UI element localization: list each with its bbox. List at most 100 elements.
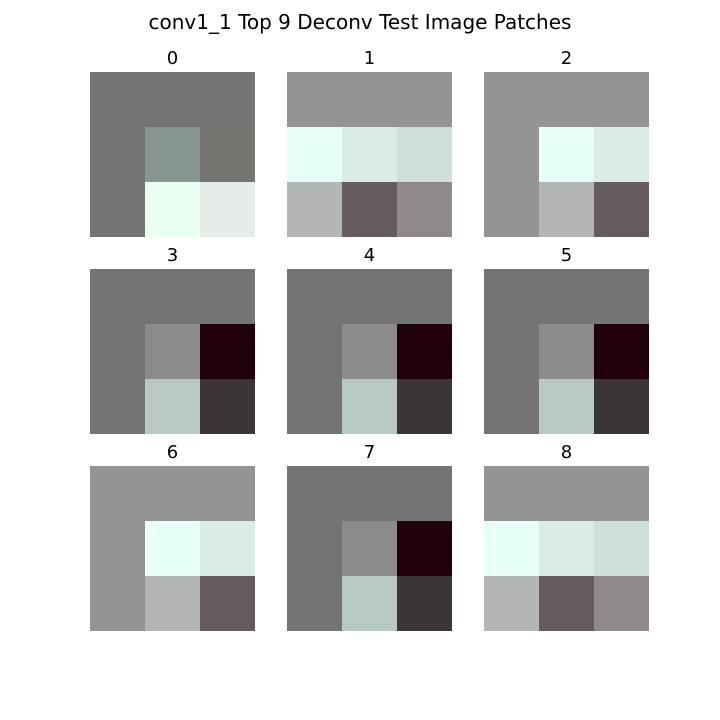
- patch-pixel: [90, 379, 146, 434]
- patch-pixel: [145, 182, 201, 237]
- patch-image: [484, 72, 649, 237]
- patch-pixel: [397, 127, 452, 183]
- patch-pixel: [484, 466, 540, 522]
- patch-title: 8: [560, 442, 573, 463]
- patch-pixel: [145, 576, 201, 631]
- patch-pixel: [484, 182, 540, 237]
- patch-pixel: [484, 72, 540, 128]
- patch-pixel: [145, 72, 201, 128]
- patch-pixel: [90, 521, 146, 577]
- patch-pixel: [342, 521, 398, 577]
- patch-pixel: [200, 72, 255, 128]
- patch-title: 7: [363, 442, 376, 463]
- patch-pixel: [397, 576, 452, 631]
- patch-title: 6: [166, 442, 179, 463]
- patch-pixel: [539, 466, 595, 522]
- patch-pixel: [145, 269, 201, 325]
- patch-image: [90, 466, 255, 631]
- patch-pixel: [342, 576, 398, 631]
- patch-svg: [287, 72, 452, 237]
- patch-svg: [484, 466, 649, 631]
- patch-svg: [287, 269, 452, 434]
- patch-pixel: [594, 379, 649, 434]
- patch-pixel: [90, 182, 146, 237]
- patch-svg: [90, 269, 255, 434]
- patch-pixel: [539, 127, 595, 183]
- patch-pixel: [287, 182, 343, 237]
- patch-pixel: [200, 521, 255, 577]
- patch-pixel: [397, 324, 452, 380]
- patch-pixel: [484, 521, 540, 577]
- patch-pixel: [539, 379, 595, 434]
- patch-pixel: [90, 576, 146, 631]
- patch-pixel: [594, 466, 649, 522]
- patch-pixel: [397, 269, 452, 325]
- patch-pixel: [594, 127, 649, 183]
- patch-pixel: [342, 182, 398, 237]
- patch-pixel: [287, 72, 343, 128]
- patch-pixel: [539, 72, 595, 128]
- patch-pixel: [594, 521, 649, 577]
- patch-pixel: [200, 127, 255, 183]
- patch-image: [287, 269, 452, 434]
- patch-svg: [287, 466, 452, 631]
- patch-pixel: [145, 324, 201, 380]
- patch-pixel: [594, 269, 649, 325]
- patch-pixel: [145, 521, 201, 577]
- patch-pixel: [90, 127, 146, 183]
- patch-pixel: [342, 72, 398, 128]
- patch-pixel: [200, 324, 255, 380]
- patch-pixel: [397, 182, 452, 237]
- patch-pixel: [397, 72, 452, 128]
- patch-svg: [90, 466, 255, 631]
- patch-pixel: [342, 127, 398, 183]
- patch-pixel: [287, 521, 343, 577]
- patch-pixel: [200, 269, 255, 325]
- patch-image: [90, 72, 255, 237]
- patch-svg: [484, 269, 649, 434]
- patch-svg: [90, 72, 255, 237]
- patch-title: 3: [166, 245, 179, 266]
- patch-pixel: [397, 466, 452, 522]
- patch-svg: [484, 72, 649, 237]
- patch-pixel: [539, 521, 595, 577]
- patch-pixel: [539, 324, 595, 380]
- patch-pixel: [397, 379, 452, 434]
- patch-pixel: [200, 576, 255, 631]
- patch-pixel: [594, 72, 649, 128]
- patch-title: 2: [560, 48, 573, 69]
- patch-pixel: [539, 182, 595, 237]
- patch-title: 1: [363, 48, 376, 69]
- patch-pixel: [594, 576, 649, 631]
- patch-pixel: [342, 379, 398, 434]
- patch-pixel: [90, 466, 146, 522]
- patch-pixel: [539, 576, 595, 631]
- patch-pixel: [484, 324, 540, 380]
- patch-pixel: [484, 576, 540, 631]
- patch-image: [90, 269, 255, 434]
- patch-pixel: [90, 324, 146, 380]
- patch-pixel: [145, 466, 201, 522]
- patch-pixel: [539, 269, 595, 325]
- patch-pixel: [145, 379, 201, 434]
- patch-image: [484, 466, 649, 631]
- patch-title: 0: [166, 48, 179, 69]
- patch-image: [484, 269, 649, 434]
- patch-pixel: [287, 127, 343, 183]
- patch-pixel: [594, 182, 649, 237]
- patch-pixel: [397, 521, 452, 577]
- patch-pixel: [287, 466, 343, 522]
- patch-pixel: [287, 379, 343, 434]
- patch-image: [287, 72, 452, 237]
- patch-pixel: [342, 269, 398, 325]
- patch-pixel: [90, 72, 146, 128]
- patch-pixel: [484, 269, 540, 325]
- patch-pixel: [484, 127, 540, 183]
- chart-title: conv1_1 Top 9 Deconv Test Image Patches: [148, 10, 572, 34]
- patch-pixel: [145, 127, 201, 183]
- patch-title: 4: [363, 245, 376, 266]
- patch-pixel: [287, 576, 343, 631]
- patch-image: [287, 466, 452, 631]
- patch-pixel: [90, 269, 146, 325]
- patch-pixel: [200, 466, 255, 522]
